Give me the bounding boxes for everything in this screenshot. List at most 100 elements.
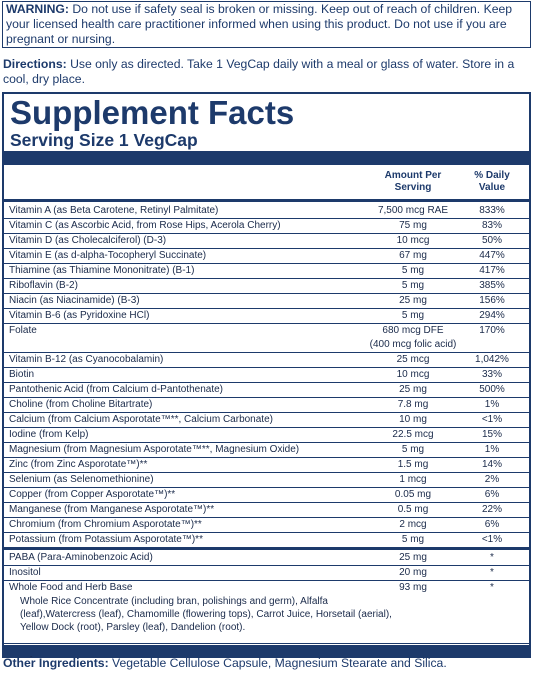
warning-box: WARNING: Do not use if safety seal is br… xyxy=(2,1,531,48)
warning-text: Do not use if safety seal is broken or m… xyxy=(6,2,513,46)
fact-row: Zinc (from Zinc Asporotate™)** 1.5 mg 14% xyxy=(4,458,529,473)
directions-text: Use only as directed. Take 1 VegCap dail… xyxy=(3,57,515,86)
amount: 2 mcg xyxy=(399,519,427,530)
nutrient-name: Vitamin E (as d-alpha-Tocopheryl Succina… xyxy=(9,250,207,261)
nutrient-name: Thiamine (as Thiamine Mononitrate) (B-1) xyxy=(9,265,195,276)
daily-value: 833% xyxy=(479,205,505,216)
amount: 5 mg xyxy=(401,534,425,545)
amount: 10 mg xyxy=(399,414,427,425)
fact-row: Riboflavin (B-2) 5 mg 385% xyxy=(4,279,529,294)
fact-row: Vitamin B-12 (as Cyanocobalamin) 25 mcg 1,… xyxy=(4,353,529,368)
daily-value: 6% xyxy=(484,489,500,500)
nutrient-name: Pantothenic Acid (from Calcium d-Pantoth… xyxy=(9,384,223,395)
fact-row: Chromium (from Chromium Asporotate™)** 2 … xyxy=(4,518,529,533)
thick-rule xyxy=(4,199,529,202)
daily-value: * xyxy=(490,582,494,593)
daily-value: * xyxy=(490,567,494,578)
nutrient-name: Vitamin B-12 (as Cyanocobalamin) xyxy=(9,354,164,365)
directions-label: Directions: xyxy=(3,57,67,71)
daily-value: 170% xyxy=(479,325,505,336)
amount: 5 mg xyxy=(401,310,425,321)
daily-value: 385% xyxy=(479,280,505,291)
nutrient-name: Potassium (from Potassium Asporotate™)** xyxy=(9,534,203,545)
amount: 25 mg xyxy=(399,295,427,306)
facts-title: Supplement Facts xyxy=(10,94,295,131)
warning-label: WARNING: xyxy=(6,2,69,16)
amount: 7.8 mg xyxy=(397,399,429,410)
amount: 680 mcg DFE (400 mcg folic acid) xyxy=(369,325,457,350)
fact-row: Copper (from Copper Asporotate™)** 0.05 m… xyxy=(4,488,529,503)
nutrient-name: Biotin xyxy=(9,369,35,380)
amount: 10 mcg xyxy=(396,369,430,380)
daily-value: 50% xyxy=(481,235,502,246)
fact-row: Folate 680 mcg DFE (400 mcg folic acid) 170… xyxy=(4,324,529,353)
dv-header: % Daily Value xyxy=(474,170,510,193)
amount: 93 mg xyxy=(399,582,427,593)
amount: 22.5 mcg xyxy=(392,429,434,440)
nutrient-name: Folate xyxy=(9,325,37,336)
daily-value: <1% xyxy=(481,414,503,425)
daily-value: 1% xyxy=(484,444,500,455)
daily-value: 294% xyxy=(479,310,505,321)
nutrient-name: Vitamin C (as Ascorbic Acid, from Rose H… xyxy=(9,220,281,231)
fact-row: Potassium (from Potassium Asporotate™)**… xyxy=(4,533,529,548)
fact-row: Vitamin E (as d-alpha-Tocopheryl Succina… xyxy=(4,249,529,264)
amount: 5 mg xyxy=(401,280,425,291)
daily-value: 156% xyxy=(479,295,505,306)
amount: 5 mg xyxy=(401,265,425,276)
daily-value: 83% xyxy=(481,220,502,231)
daily-value: <1% xyxy=(481,534,503,545)
daily-value: 2% xyxy=(484,474,500,485)
nutrient-name: Riboflavin (B-2) xyxy=(9,280,78,291)
amount: 5 mg xyxy=(401,444,425,455)
fact-row: Vitamin C (as Ascorbic Acid, from Rose H… xyxy=(4,219,529,234)
amount-header: Amount Per Serving xyxy=(384,170,442,193)
daily-value: 22% xyxy=(481,504,502,515)
amount: 25 mg xyxy=(399,552,427,563)
nutrient-name: Copper (from Copper Asporotate™)** xyxy=(9,489,176,500)
fact-row: Inositol 20 mg * xyxy=(4,566,529,581)
nutrient-name: Vitamin A (as Beta Carotene, Retinyl Pal… xyxy=(9,205,219,216)
nutrient-name: Zinc (from Zinc Asporotate™)** xyxy=(9,459,148,470)
amount: 20 mg xyxy=(399,567,427,578)
description: Whole Rice Concentrate (including bran, … xyxy=(20,596,392,633)
amount: 67 mg xyxy=(399,250,427,261)
amount: 0.5 mg xyxy=(397,504,429,515)
fact-row: Manganese (from Manganese Asporotate™)**… xyxy=(4,503,529,518)
nutrient-name: Vitamin D (as Cholecalciferol) (D-3) xyxy=(9,235,167,246)
serving-size: Serving Size 1 VegCap xyxy=(10,130,198,150)
fact-row: Vitamin B-6 (as Pyridoxine HCl) 5 mg 294% xyxy=(4,309,529,324)
directions: Directions: Use only as directed. Take 1… xyxy=(3,57,529,87)
bottom-bar xyxy=(4,645,529,656)
daily-value: 15% xyxy=(481,429,502,440)
fact-row: Niacin (as Niacinamide) (B-3) 25 mg 156% xyxy=(4,294,529,309)
nutrient-name: Calcium (from Calcium Asporotate™**, Cal… xyxy=(9,414,273,425)
other-label: Other Ingredients: xyxy=(3,656,109,670)
amount: 75 mg xyxy=(399,220,427,231)
amount: 10 mcg xyxy=(396,235,430,246)
fact-row: Pantothenic Acid (from Calcium d-Pantoth… xyxy=(4,383,529,398)
fact-row: Selenium (as Selenomethionine) 1 mcg 2% xyxy=(4,473,529,488)
fact-row: PABA (Para-Aminobenzoic Acid) 25 mg * xyxy=(4,551,529,566)
fact-row: Whole Food and Herb Base 93 mg * xyxy=(4,581,529,595)
daily-value: 33% xyxy=(481,369,502,380)
amount: 0.05 mg xyxy=(394,489,432,500)
daily-value: * xyxy=(490,552,494,563)
fact-row: Vitamin A (as Beta Carotene, Retinyl Pal… xyxy=(4,204,529,219)
daily-value: 500% xyxy=(479,384,505,395)
daily-value: 447% xyxy=(479,250,505,261)
fact-row: Calcium (from Calcium Asporotate™**, Cal… xyxy=(4,413,529,428)
amount: 1.5 mg xyxy=(397,459,429,470)
daily-value: 14% xyxy=(481,459,502,470)
nutrient-name: PABA (Para-Aminobenzoic Acid) xyxy=(9,552,153,563)
fact-row: Thiamine (as Thiamine Mononitrate) (B-1)… xyxy=(4,264,529,279)
daily-value: 1,042% xyxy=(475,354,509,365)
thick-rule xyxy=(4,547,529,550)
supplement-facts: Supplement Facts Serving Size 1 VegCap A… xyxy=(2,92,531,658)
amount: 25 mcg xyxy=(396,354,430,365)
amount: 25 mg xyxy=(399,384,427,395)
other-text: Vegetable Cellulose Capsule, Magnesium S… xyxy=(112,656,447,670)
nutrient-name: Iodine (from Kelp) xyxy=(9,429,89,440)
fact-row: Vitamin D (as Cholecalciferol) (D-3) 10 m… xyxy=(4,234,529,249)
